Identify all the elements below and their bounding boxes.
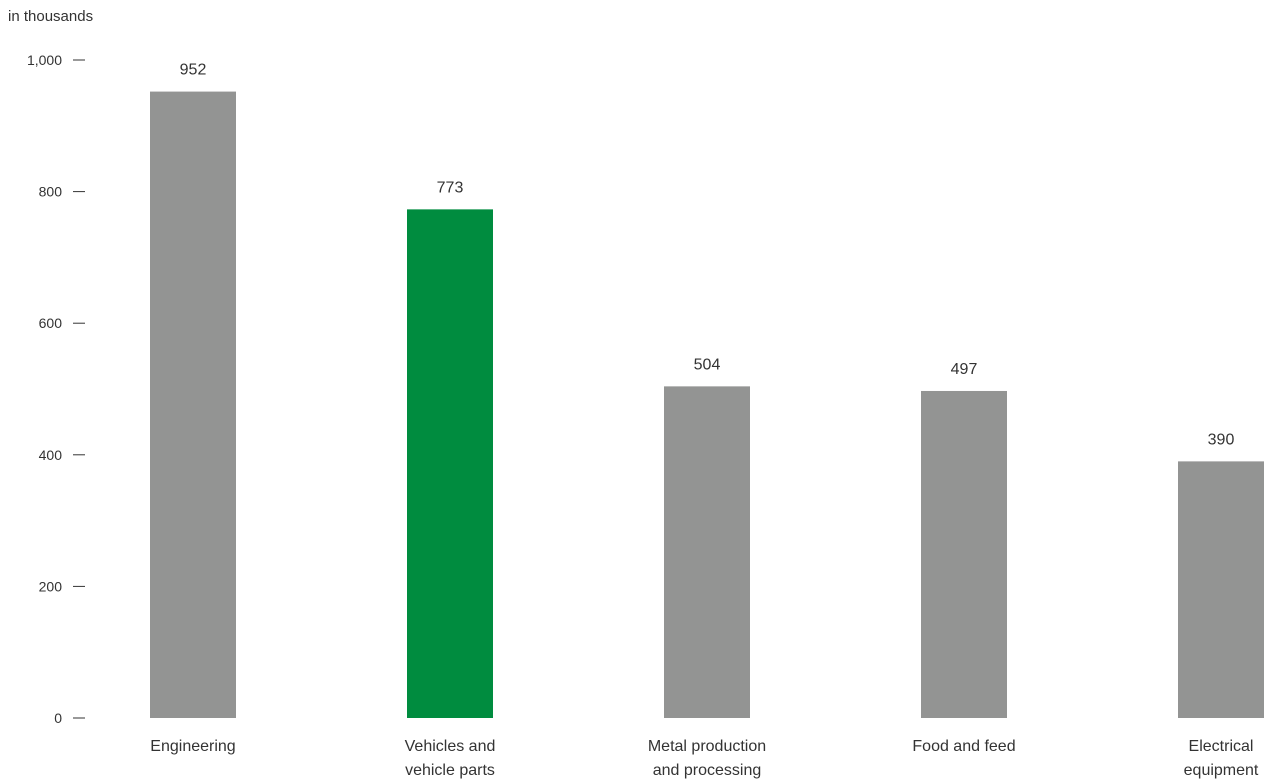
y-axis: 0 200 400 600 800 1,000 — [27, 52, 85, 726]
bar — [921, 390, 1007, 718]
category-label: Electrical — [1189, 738, 1254, 755]
bar — [1178, 461, 1264, 718]
y-tick-label: 600 — [39, 315, 63, 331]
bar-value-label: 773 — [437, 179, 464, 196]
y-tick-label: 400 — [39, 447, 63, 463]
y-tick-label: 200 — [39, 578, 63, 594]
category-label: equipment — [1184, 762, 1259, 779]
bar-value-label: 390 — [1208, 431, 1235, 448]
y-tick-label: 0 — [54, 710, 62, 726]
bar-value-label: 497 — [951, 361, 978, 378]
bar — [407, 209, 493, 718]
category-label: Engineering — [150, 738, 235, 755]
category-label: vehicle parts — [405, 762, 495, 779]
category-label: Vehicles and — [405, 738, 496, 755]
category-label: and processing — [653, 762, 762, 779]
value-labels: 952 773 504 497 390 — [180, 62, 1235, 449]
category-label: Metal production — [648, 738, 766, 755]
category-label: Food and feed — [912, 738, 1015, 755]
y-axis-unit-label: in thousands — [8, 8, 93, 25]
bars — [150, 91, 1264, 719]
bar — [150, 91, 236, 719]
bar — [664, 386, 750, 718]
bar-value-label: 504 — [694, 356, 721, 373]
bar-value-label: 952 — [180, 62, 207, 79]
category-labels: Engineering Vehicles and vehicle parts Meta… — [150, 738, 1259, 779]
y-tick-label: 800 — [39, 184, 63, 200]
y-tick-label: 1,000 — [27, 52, 62, 68]
